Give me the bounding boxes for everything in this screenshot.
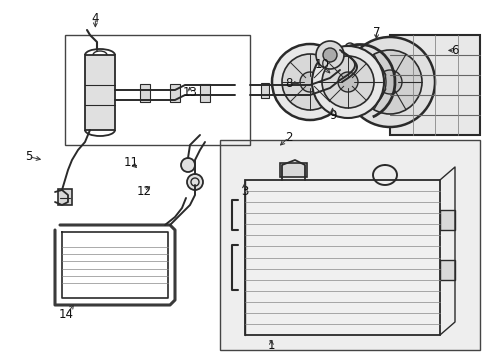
Text: 1: 1 — [267, 339, 275, 352]
Bar — [170, 84, 180, 102]
Circle shape — [311, 46, 383, 118]
Text: 7: 7 — [372, 26, 380, 39]
Circle shape — [323, 48, 336, 62]
Bar — [310, 83, 318, 98]
Text: 2: 2 — [284, 131, 292, 144]
Text: 14: 14 — [59, 309, 73, 321]
Bar — [261, 83, 268, 98]
Text: 12: 12 — [137, 185, 151, 198]
Text: 4: 4 — [91, 12, 99, 24]
Bar — [439, 260, 454, 280]
Text: 10: 10 — [314, 58, 328, 71]
Bar — [389, 35, 479, 135]
Circle shape — [321, 56, 373, 108]
Bar — [280, 163, 306, 177]
Circle shape — [357, 50, 421, 114]
Text: 8: 8 — [284, 77, 292, 90]
Text: 6: 6 — [450, 44, 458, 57]
Bar — [220, 140, 479, 350]
Text: 11: 11 — [123, 156, 138, 169]
Circle shape — [282, 54, 337, 110]
Text: 13: 13 — [182, 86, 197, 99]
Circle shape — [299, 72, 319, 92]
Circle shape — [377, 70, 401, 94]
Text: 3: 3 — [240, 185, 248, 198]
Bar — [140, 84, 150, 102]
Circle shape — [181, 158, 195, 172]
Circle shape — [345, 43, 354, 53]
Bar — [65, 35, 249, 145]
Circle shape — [345, 37, 434, 127]
Text: 5: 5 — [24, 150, 32, 163]
Text: 9: 9 — [328, 109, 336, 122]
Circle shape — [315, 41, 343, 69]
Bar — [285, 83, 293, 98]
Bar — [200, 84, 209, 102]
Circle shape — [337, 72, 357, 92]
Bar — [85, 55, 115, 130]
Bar — [58, 189, 72, 205]
Circle shape — [186, 174, 203, 190]
Circle shape — [271, 44, 347, 120]
Bar — [244, 180, 439, 335]
Bar — [439, 210, 454, 230]
